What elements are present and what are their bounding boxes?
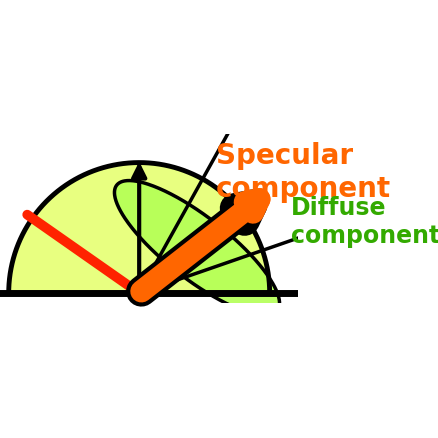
Polygon shape <box>114 181 279 315</box>
Text: Diffuse
component: Diffuse component <box>290 196 438 247</box>
Polygon shape <box>9 163 269 293</box>
Text: Specular
component: Specular component <box>216 142 390 202</box>
